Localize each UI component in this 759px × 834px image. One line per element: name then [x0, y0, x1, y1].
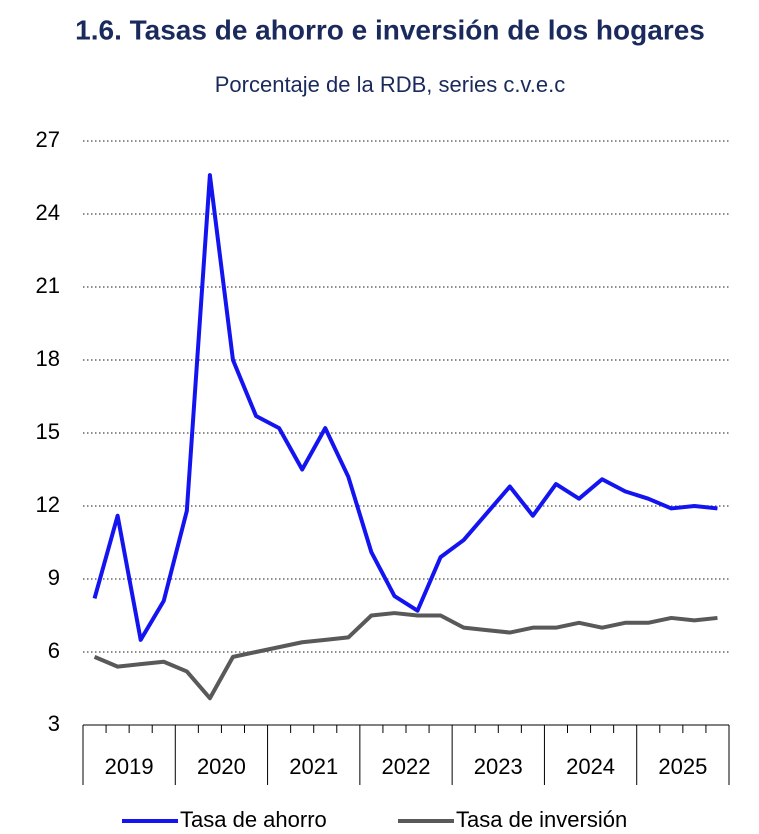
- x-tick-label: 2023: [474, 754, 523, 779]
- y-tick-label: 24: [36, 200, 60, 225]
- y-tick-label: 3: [48, 711, 60, 736]
- y-tick-label: 15: [36, 419, 60, 444]
- x-tick-label: 2020: [197, 754, 246, 779]
- legend-label: Tasa de inversión: [456, 807, 627, 832]
- x-tick-label: 2019: [105, 754, 154, 779]
- x-tick-label: 2025: [658, 754, 707, 779]
- y-tick-label: 6: [48, 638, 60, 663]
- x-tick-label: 2024: [566, 754, 615, 779]
- legend-label: Tasa de ahorro: [180, 807, 327, 832]
- line-series: [92, 173, 718, 642]
- line-series: [93, 611, 718, 701]
- chart-subtitle: Porcentaje de la RDB, series c.v.e.c: [215, 72, 566, 97]
- y-tick-label: 9: [48, 565, 60, 590]
- y-tick-label: 27: [36, 127, 60, 152]
- y-tick-label: 12: [36, 492, 60, 517]
- x-tick-label: 2022: [382, 754, 431, 779]
- y-tick-label: 18: [36, 346, 60, 371]
- chart-title: 1.6. Tasas de ahorro e inversión de los …: [75, 14, 705, 45]
- x-tick-label: 2021: [289, 754, 338, 779]
- y-tick-label: 21: [36, 273, 60, 298]
